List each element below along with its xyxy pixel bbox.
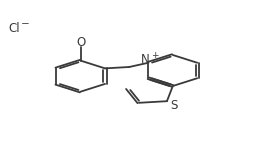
- Text: +: +: [151, 51, 158, 60]
- Text: Cl: Cl: [8, 22, 20, 35]
- Text: O: O: [76, 36, 85, 49]
- Text: N: N: [141, 53, 150, 66]
- Text: −: −: [21, 19, 30, 29]
- Text: S: S: [170, 99, 177, 112]
